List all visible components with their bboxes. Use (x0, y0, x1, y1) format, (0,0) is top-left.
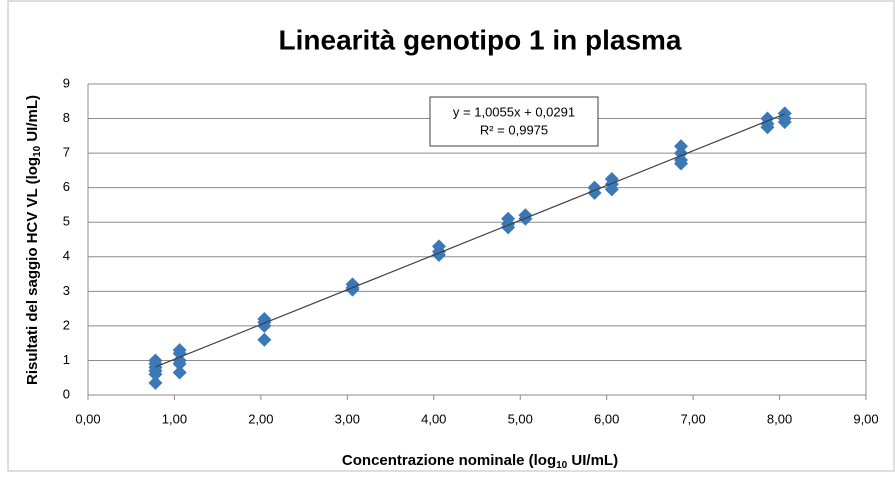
chart-border (7, 0, 895, 472)
data-point (172, 356, 187, 371)
y-tick-label: 2 (63, 317, 70, 332)
x-tick-label: 5,00 (508, 411, 533, 426)
data-point (777, 115, 792, 130)
y-label-sub: 10 (32, 145, 43, 157)
x-tick-label: 6,00 (594, 411, 619, 426)
x-tick-label: 4,00 (421, 411, 446, 426)
x-tick-label: 8,00 (767, 411, 792, 426)
x-tick-label: 7,00 (680, 411, 705, 426)
x-label-text: UI/mL) (567, 452, 618, 469)
x-tick-label: 3,00 (335, 411, 360, 426)
y-tick-label: 7 (63, 145, 70, 160)
data-point (148, 367, 163, 382)
data-point (257, 332, 272, 347)
x-tick-label: 2,00 (248, 411, 273, 426)
data-point (148, 375, 163, 390)
y-axis-label: Risultati del saggio HCV VL (log10 UI/mL… (24, 95, 43, 385)
trendline-equation: y = 1,0055x + 0,0291 (453, 104, 575, 119)
data-point (257, 318, 272, 333)
y-tick-label: 9 (63, 75, 70, 90)
x-label-sub: 10 (556, 460, 568, 471)
trendline-r2: R² = 0,9975 (480, 122, 548, 137)
data-point (674, 156, 689, 171)
data-point (172, 365, 187, 380)
y-label-text: Risultati del saggio HCV VL (log (24, 157, 41, 385)
y-tick-label: 5 (63, 214, 70, 229)
y-label-text: UI/mL) (24, 95, 41, 146)
trendline (155, 113, 785, 368)
x-tick-label: 0,00 (75, 411, 100, 426)
y-tick-label: 6 (63, 179, 70, 194)
x-tick-label: 1,00 (162, 411, 187, 426)
data-point (604, 182, 619, 197)
y-tick-label: 3 (63, 283, 70, 298)
data-point (760, 120, 775, 135)
y-tick-label: 0 (63, 386, 70, 401)
chart-title: Linearità genotipo 1 in plasma (279, 24, 682, 55)
y-tick-label: 1 (63, 352, 70, 367)
y-tick-label: 8 (63, 110, 70, 125)
x-label-text: Concentrazione nominale (log (342, 452, 556, 469)
equation-box (429, 96, 599, 147)
x-axis-label: Concentrazione nominale (log10 UI/mL) (342, 452, 618, 471)
y-tick-label: 4 (63, 248, 70, 263)
x-tick-label: 9,00 (853, 411, 878, 426)
